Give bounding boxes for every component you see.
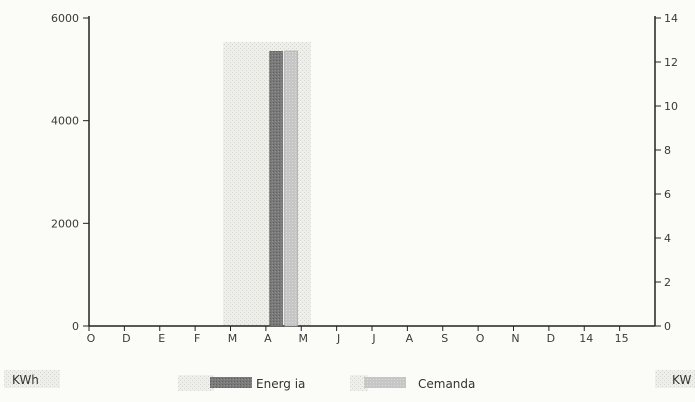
right-tick-label: 2 <box>664 276 671 289</box>
left-axis-unit: KWh <box>12 373 39 387</box>
bar-demanda <box>284 50 298 327</box>
x-tick-label: S <box>441 332 448 345</box>
right-tick-label: 12 <box>664 56 678 69</box>
x-tick-label: A <box>406 332 414 345</box>
x-tick-label: O <box>87 332 96 345</box>
left-tick-label: 0 <box>72 320 79 333</box>
x-tick-label: M <box>299 332 309 345</box>
x-tick-label: O <box>476 332 485 345</box>
x-tick-label: D <box>122 332 130 345</box>
x-tick-label: 14 <box>579 332 593 345</box>
x-axis-ticks: O D E F M A M J J A S O N D 14 15 <box>87 326 629 345</box>
x-tick-label: M <box>228 332 238 345</box>
right-axis-unit: KW <box>672 373 691 387</box>
left-tick-label: 4000 <box>51 115 79 128</box>
right-tick-label: 0 <box>664 320 671 333</box>
legend-swatch-demanda <box>364 377 406 388</box>
left-axis-ticks: 0 2000 4000 6000 <box>51 12 89 333</box>
right-tick-label: 14 <box>664 12 678 25</box>
x-tick-label: J <box>371 332 375 345</box>
legend-label-energia: Energ ia <box>256 377 305 391</box>
left-tick-label: 6000 <box>51 12 79 25</box>
legend-bg-1 <box>178 375 214 391</box>
right-axis-ticks: 0 2 4 6 8 10 12 14 <box>655 12 678 333</box>
right-tick-label: 8 <box>664 144 671 157</box>
x-tick-label: J <box>336 332 340 345</box>
axes <box>88 16 656 327</box>
right-tick-label: 4 <box>664 232 671 245</box>
x-tick-label: E <box>158 332 165 345</box>
legend: Energ ia Cemanda <box>178 375 475 391</box>
right-unit-bg <box>655 370 695 388</box>
legend-label-demanda: Cemanda <box>418 377 475 391</box>
right-tick-label: 6 <box>664 188 671 201</box>
left-tick-label: 2000 <box>51 217 79 230</box>
bar-energia <box>269 51 283 327</box>
legend-swatch-energia <box>210 377 252 388</box>
left-unit-bg <box>4 370 60 388</box>
x-tick-label: D <box>547 332 555 345</box>
x-tick-label: A <box>264 332 272 345</box>
right-tick-label: 10 <box>664 100 678 113</box>
legend-bg-2 <box>350 375 368 391</box>
x-tick-label: F <box>194 332 200 345</box>
x-tick-label: 15 <box>615 332 629 345</box>
x-tick-label: N <box>511 332 519 345</box>
bars-group <box>269 50 298 327</box>
